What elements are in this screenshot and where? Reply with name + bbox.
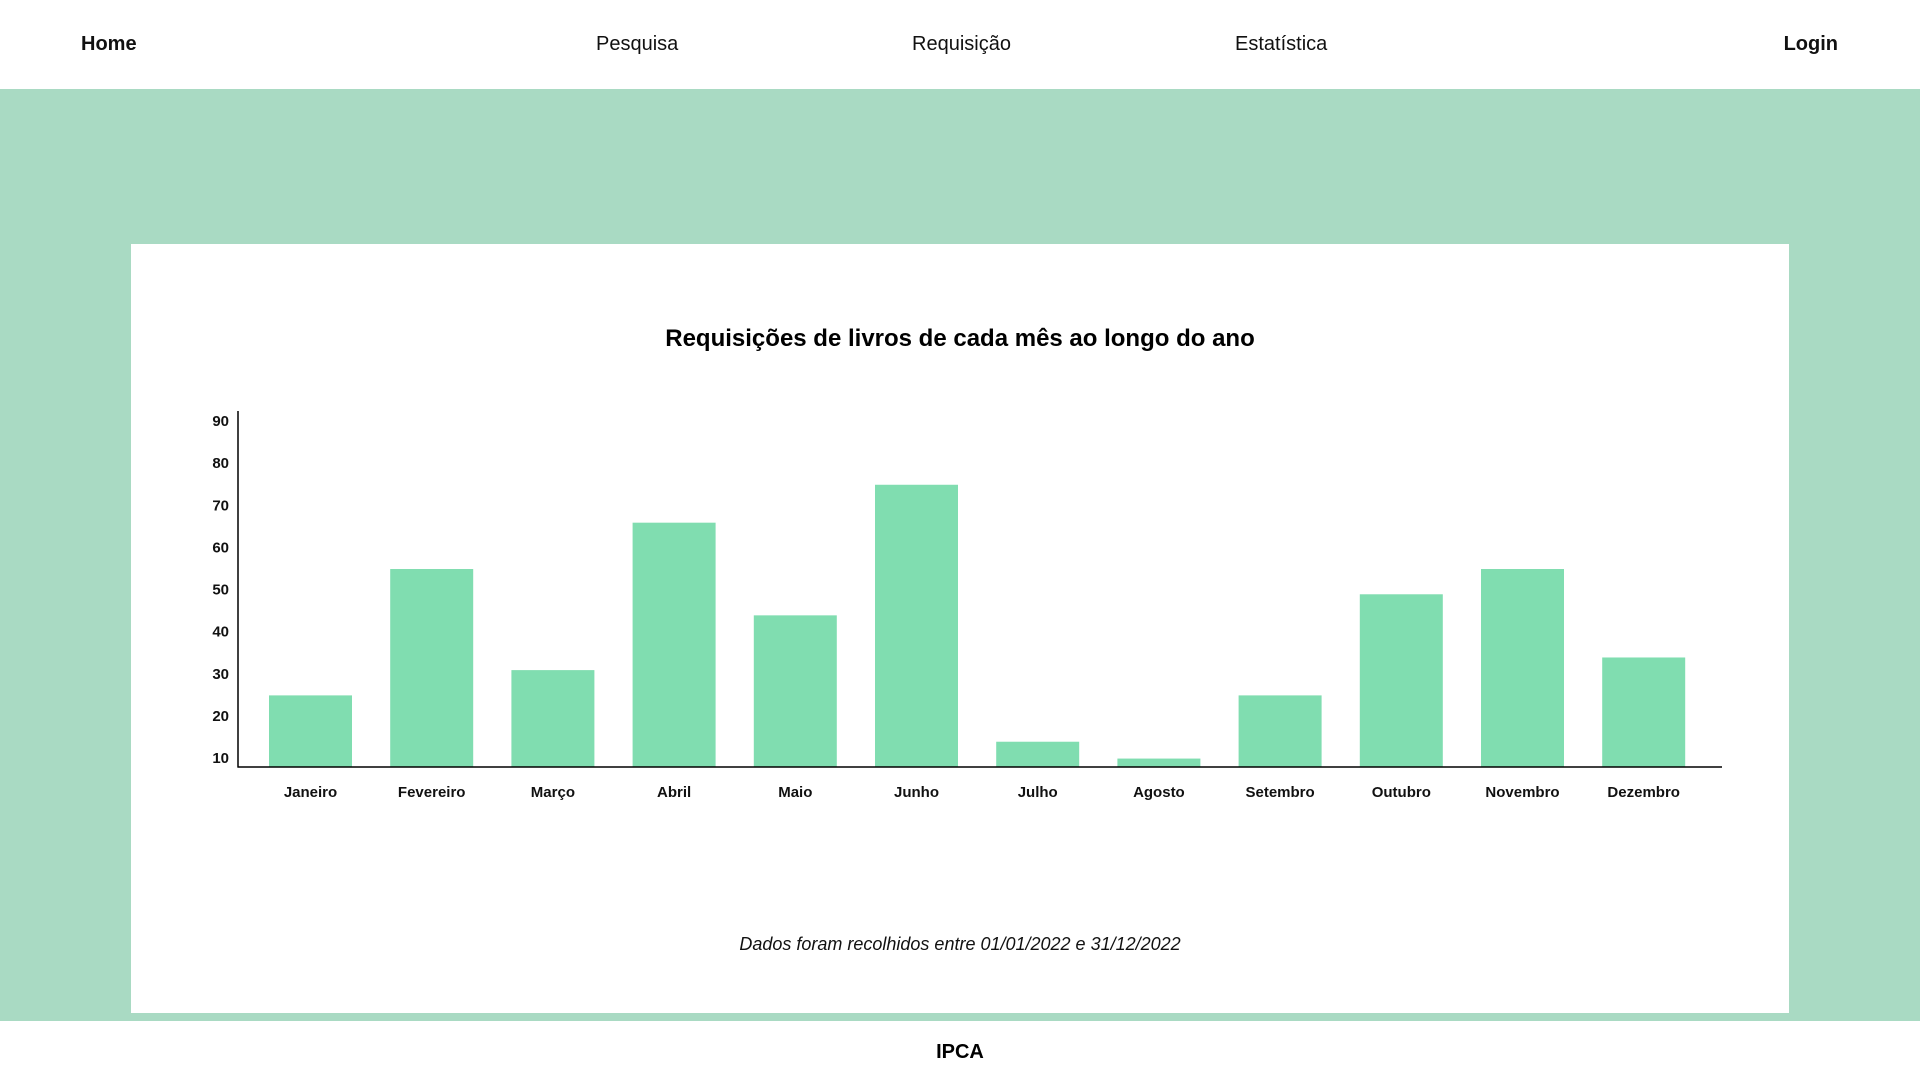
footer: IPCA xyxy=(0,1021,1920,1080)
chart-bar xyxy=(1238,695,1322,767)
chart-bar xyxy=(875,484,958,767)
chart-bar xyxy=(511,670,595,767)
data-collection-note: Dados foram recolhidos entre 01/01/2022 … xyxy=(739,934,1181,954)
chart-x-tick-label: Setembro xyxy=(1246,784,1315,801)
chart-bar xyxy=(1602,657,1686,767)
chart-x-tick-label: Abril xyxy=(657,784,691,801)
chart-bar xyxy=(269,695,352,767)
chart-y-tick-label: 70 xyxy=(212,497,229,514)
nav-requisicao-link[interactable]: Requisição xyxy=(912,33,1011,55)
chart-card: Requisições de livros de cada mês ao lon… xyxy=(131,244,1789,1013)
chart-x-tick-label: Dezembro xyxy=(1607,784,1680,801)
nav-estatistica-link[interactable]: Estatística xyxy=(1235,33,1328,55)
chart-bar xyxy=(1481,569,1564,767)
chart-y-tick-label: 40 xyxy=(212,624,229,641)
footer-brand: IPCA xyxy=(936,1041,984,1063)
nav-pesquisa-link[interactable]: Pesquisa xyxy=(596,33,679,55)
chart-y-tick-label: 50 xyxy=(212,582,229,599)
chart-x-tick-label: Maio xyxy=(778,784,812,801)
chart-x-tick-label: Outubro xyxy=(1372,784,1431,801)
chart-x-tick-label: Junho xyxy=(894,784,939,801)
chart-bar xyxy=(1359,594,1443,767)
chart-x-tick-label: Julho xyxy=(1018,784,1058,801)
nav-login-link[interactable]: Login xyxy=(1783,33,1838,55)
chart-title: Requisições de livros de cada mês ao lon… xyxy=(665,325,1255,352)
chart-bar xyxy=(996,741,1080,767)
chart-y-tick-label: 60 xyxy=(212,539,229,556)
chart-bar xyxy=(390,569,474,767)
chart-y-tick-label: 90 xyxy=(212,413,229,430)
nav-home-link[interactable]: Home xyxy=(81,33,137,55)
chart-x-tick-label: Agosto xyxy=(1133,784,1185,801)
bar-chart: 10 20 30 40 50 60 70 80 90 Janeiro Fevereiro Março A… xyxy=(212,411,1722,801)
chart-x-tick-label: Março xyxy=(531,784,575,801)
chart-x-tick-label: Novembro xyxy=(1485,784,1559,801)
chart-y-tick-label: 10 xyxy=(212,750,229,767)
main-band: Requisições de livros de cada mês ao lon… xyxy=(0,89,1920,1021)
chart-y-tick-label: 20 xyxy=(212,708,229,725)
chart-x-tick-label: Janeiro xyxy=(284,784,337,801)
chart-x-tick-label: Fevereiro xyxy=(398,784,466,801)
chart-bar xyxy=(753,615,837,767)
chart-y-tick-label: 80 xyxy=(212,455,229,472)
top-nav: Home Pesquisa Requisição Estatística Log… xyxy=(0,0,1920,89)
chart-bar xyxy=(632,522,716,767)
chart-y-tick-label: 30 xyxy=(212,666,229,683)
chart-bar xyxy=(1117,758,1201,767)
